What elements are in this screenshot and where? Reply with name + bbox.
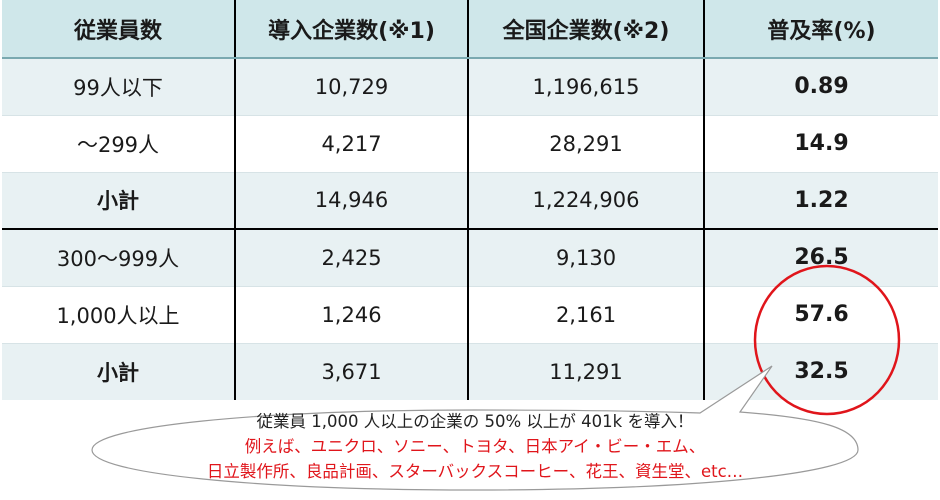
adoption-table: 従業員数 導入企業数(※1) 全国企業数(※2) 普及率(%) 99人以下 10… — [2, 0, 938, 400]
callout-line-3: 日立製作所、良品計画、スターバックスコーヒー、花王、資生堂、etc… — [206, 462, 744, 481]
adopted-count: 10,729 — [235, 58, 469, 116]
adopted-count: 1,246 — [235, 286, 469, 344]
adopted-count: 2,425 — [235, 229, 469, 287]
total-count: 11,291 — [468, 343, 705, 400]
header-employees: 従業員数 — [2, 0, 236, 59]
adoption-rate: 14.9 — [704, 115, 938, 173]
callout-line-2: 例えば、ユニクロ、ソニー、トヨタ、日本アイ・ビー・エム、 — [244, 437, 706, 456]
row-label: ～299人 — [2, 115, 236, 173]
table-row: 99人以下 10,729 1,196,615 0.89 — [2, 58, 938, 116]
adopted-count: 14,946 — [235, 172, 469, 230]
row-label: 小計 — [2, 172, 236, 230]
total-count: 9,130 — [468, 229, 705, 287]
row-label: 99人以下 — [2, 58, 236, 116]
table-row: 300～999人 2,425 9,130 26.5 — [2, 229, 938, 287]
table-row-subtotal: 小計 14,946 1,224,906 1.22 — [2, 172, 938, 230]
total-count: 1,196,615 — [468, 58, 705, 116]
table-row: ～299人 4,217 28,291 14.9 — [2, 115, 938, 173]
header-row: 従業員数 導入企業数(※1) 全国企業数(※2) 普及率(%) — [2, 0, 938, 59]
table-row-subtotal: 小計 3,671 11,291 32.5 — [2, 343, 938, 400]
callout-text: 従業員 1,000 人以上の企業の 50% 以上が 401k を導入！ 例えば、… — [100, 409, 850, 484]
table-row: 1,000人以上 1,246 2,161 57.6 — [2, 286, 938, 344]
total-count: 28,291 — [468, 115, 705, 173]
adopted-count: 4,217 — [235, 115, 469, 173]
row-label: 小計 — [2, 343, 236, 400]
header-adoption-rate: 普及率(%) — [704, 0, 938, 59]
total-count: 1,224,906 — [468, 172, 705, 230]
row-label: 1,000人以上 — [2, 286, 236, 344]
adoption-rate: 1.22 — [704, 172, 938, 230]
adoption-rate: 26.5 — [704, 229, 938, 287]
total-count: 2,161 — [468, 286, 705, 344]
row-label: 300～999人 — [2, 229, 236, 287]
callout-line-1: 従業員 1,000 人以上の企業の 50% 以上が 401k を導入！ — [256, 412, 694, 431]
adopted-count: 3,671 — [235, 343, 469, 400]
header-total-companies: 全国企業数(※2) — [468, 0, 705, 59]
speech-bubble — [91, 365, 859, 491]
adoption-rate: 0.89 — [704, 58, 938, 116]
header-adopted-companies: 導入企業数(※1) — [235, 0, 469, 59]
highlight-circle — [753, 264, 901, 416]
